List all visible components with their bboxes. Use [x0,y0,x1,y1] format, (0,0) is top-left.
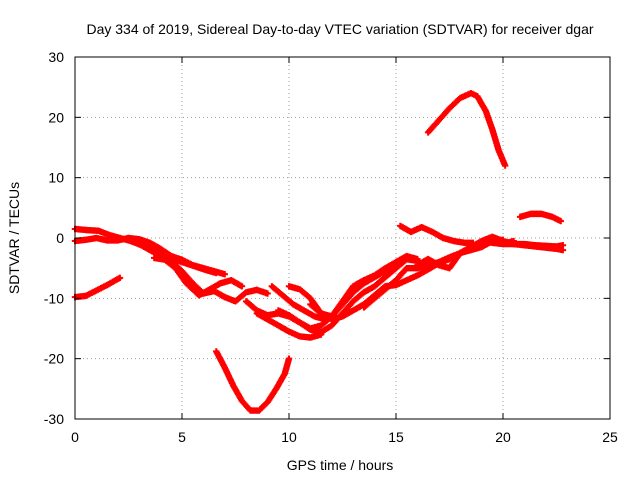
series-arc-e [150,254,246,299]
data-point-marker [557,217,564,225]
series-arc-r [516,210,564,225]
series-arc-j [268,283,329,323]
chart-title: Day 334 of 2019, Sidereal Day-to-day VTE… [86,21,593,37]
data-point-marker [414,255,421,263]
y-tick-label: 30 [48,49,64,65]
data-point-marker [559,242,567,249]
y-tick-label: 10 [48,170,64,186]
x-tick-label: 5 [178,429,186,445]
x-tick-label: 10 [281,429,297,445]
x-tick-label: 25 [602,429,618,445]
series-arc-c [71,274,124,301]
y-axis-label: SDTVAR / TECUs [6,182,22,294]
y-tick-label: -20 [44,351,64,367]
x-tick-label: 0 [71,429,79,445]
series-arc-q [424,90,509,169]
data-point-marker [285,355,293,362]
y-tick-label: 20 [48,109,64,125]
data-point-marker [238,283,246,290]
x-tick-labels: 0 5 10 15 20 25 [71,429,618,445]
series-arc-d [125,236,271,305]
y-tick-labels: -30 -20 -10 0 10 20 30 [44,49,64,427]
data-point-marker [116,274,124,282]
series-arc-h [253,310,325,341]
data-point-marker [221,271,228,278]
y-tick-label: 0 [56,230,64,246]
data-point-marker [501,162,509,169]
series-arc-k [285,252,421,320]
x-tick-label: 20 [495,429,511,445]
data-series [71,90,567,414]
series-arc-f [213,348,293,414]
axis-ticks [74,56,611,420]
x-axis-label: GPS time / hours [287,457,394,473]
data-point-marker [264,290,271,297]
y-tick-label: -30 [44,411,64,427]
y-tick-label: -10 [44,290,64,306]
series-arc-p [489,239,567,250]
x-tick-label: 15 [388,429,404,445]
series-arc-n [397,222,477,247]
